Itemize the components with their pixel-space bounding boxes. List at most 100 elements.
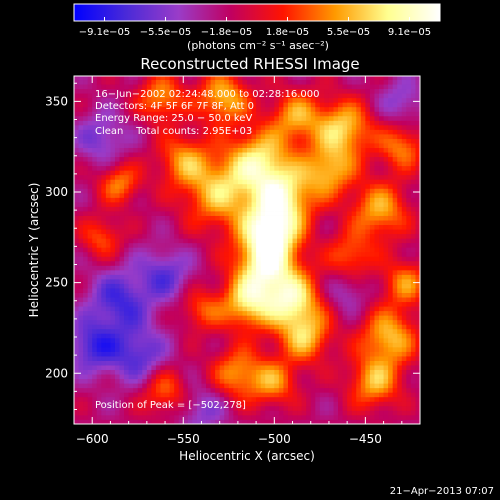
heatmap-cell [128,88,134,94]
heatmap-cell [114,269,120,275]
heatmap-cell [83,324,89,330]
heatmap-cell [210,147,216,153]
heatmap-cell [201,324,207,330]
heatmap-cell [101,97,107,103]
heatmap-cell [338,115,343,121]
heatmap-cell [351,306,357,312]
heatmap-cell [169,134,175,139]
heatmap-cell [201,79,207,85]
heatmap-cell [260,174,266,180]
heatmap-cell [215,233,221,239]
heatmap-cell [219,369,225,375]
heatmap-cell [342,215,348,221]
heatmap-cell [169,360,175,366]
heatmap-cell [351,224,357,230]
heatmap-cell [101,383,107,389]
heatmap-cell [183,229,189,235]
heatmap-cell [315,188,321,194]
heatmap-cell [210,297,216,303]
heatmap-cell [347,319,353,325]
heatmap-cell [319,93,325,99]
heatmap-cell [110,174,116,180]
heatmap-cell [351,356,357,361]
heatmap-cell [146,129,152,135]
heatmap-cell [101,337,107,343]
heatmap-cell [301,215,307,221]
heatmap-cell [265,378,271,384]
heatmap-cell [151,401,157,407]
heatmap-cell [196,310,202,316]
heatmap-cell [110,315,116,321]
heatmap-cell [114,297,120,303]
heatmap-cell [192,383,198,389]
heatmap-cell [165,147,170,153]
heatmap-cell [247,147,252,153]
heatmap-cell [315,134,321,139]
heatmap-cell [287,319,293,325]
heatmap-cell [233,170,239,176]
heatmap-cell [192,220,198,226]
heatmap-cell [169,401,175,407]
heatmap-cell [324,93,330,99]
heatmap-cell [124,297,130,303]
heatmap-cell [315,211,321,216]
heatmap-cell [101,288,107,293]
heatmap-cell [74,301,79,307]
heatmap-cell [201,369,207,375]
heatmap-cell [151,179,157,185]
heatmap-cell [233,310,239,316]
heatmap-cell [219,360,225,366]
heatmap-cell [169,274,175,280]
heatmap-cell [315,197,321,203]
heatmap-cell [192,84,198,90]
heatmap-cell [201,256,207,262]
heatmap-cell [283,365,289,371]
heatmap-cell [328,401,334,407]
heatmap-cell [137,369,143,375]
heatmap-cell [151,378,157,384]
heatmap-cell [110,405,116,411]
heatmap-cell [178,97,184,103]
heatmap-cell [96,419,102,424]
heatmap-cell [133,337,139,343]
heatmap-cell [137,124,143,130]
heatmap-cell [342,188,348,194]
heatmap-cell [338,297,343,303]
heatmap-cell [206,165,211,171]
heatmap-cell [146,292,152,298]
heatmap-cell [174,229,180,235]
heatmap-cell [210,215,216,221]
heatmap-cell [74,396,79,402]
heatmap-cell [260,238,266,244]
heatmap-cell [274,260,280,266]
heatmap-cell [206,147,211,153]
heatmap-cell [146,174,152,180]
heatmap-cell [319,174,325,180]
heatmap-cell [292,319,298,325]
heatmap-cell [338,247,343,253]
heatmap-cell [315,170,321,176]
heatmap-cell [228,93,234,99]
heatmap-cell [342,84,348,90]
heatmap-cell [342,138,348,144]
heatmap-cell [215,229,221,235]
heatmap-cell [260,93,266,99]
heatmap-cell [283,147,289,153]
heatmap-cell [187,124,193,130]
heatmap-cell [287,156,293,162]
heatmap-cell [251,383,257,389]
heatmap-cell [351,238,357,244]
heatmap-cell [328,297,334,303]
heatmap-cell [124,170,130,176]
heatmap-cell [178,279,184,284]
heatmap-cell [206,392,211,398]
heatmap-cell [146,405,152,411]
heatmap-cell [347,84,353,90]
heatmap-cell [119,197,125,203]
heatmap-cell [105,156,111,162]
heatmap-cell [92,401,98,407]
heatmap-cell [210,97,216,103]
heatmap-cell [360,369,366,375]
heatmap-cell [365,405,371,411]
heatmap-cell [297,134,303,139]
